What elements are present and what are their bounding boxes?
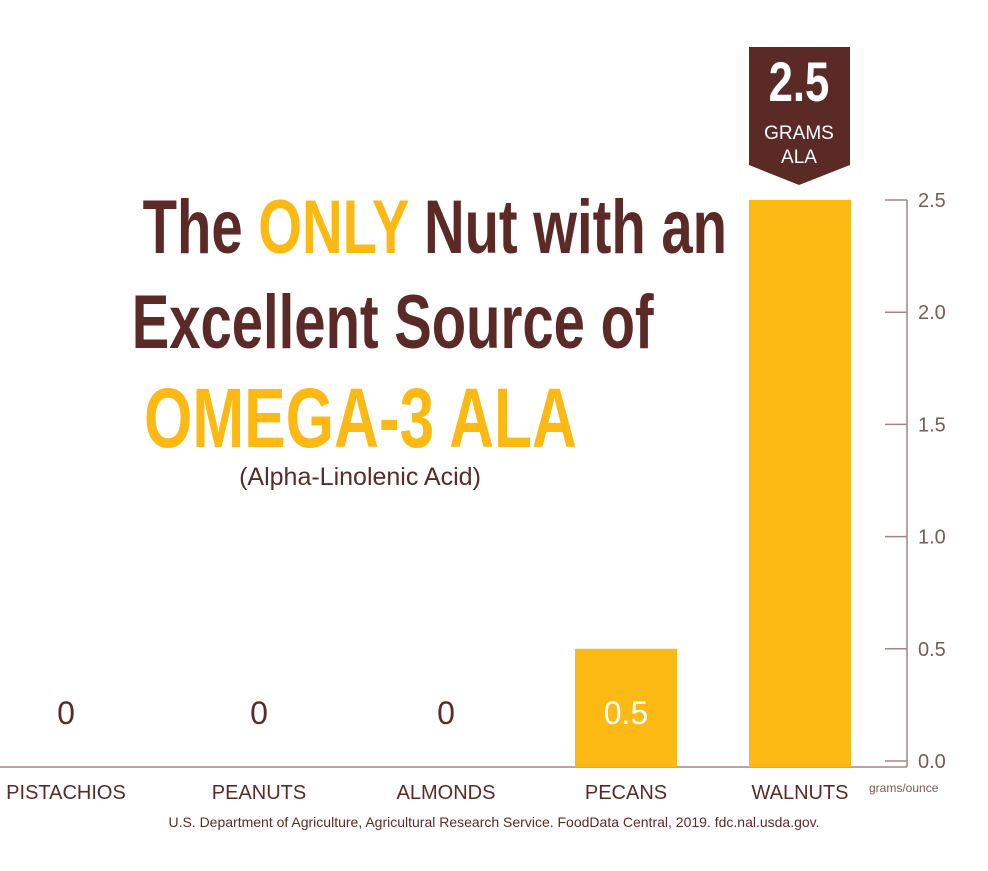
value-label: 0	[250, 695, 268, 731]
value-label: 0	[437, 695, 455, 731]
y-tick-label: 1.0	[918, 527, 946, 549]
callout-unit: GRAMS	[764, 123, 834, 144]
callout-shape	[749, 47, 850, 185]
title-text: OMEGA-3 ALA	[143, 371, 577, 465]
source-citation: U.S. Department of Agriculture, Agricult…	[168, 814, 820, 830]
title-line-2: Excellent Source of	[40, 285, 680, 361]
bar-walnuts	[749, 200, 851, 767]
value-label: 0	[57, 695, 75, 731]
subtitle: (Alpha-Linolenic Acid)	[40, 465, 680, 490]
y-tick-label: 0.5	[918, 639, 946, 661]
title-line-1: The ONLY Nut with an	[40, 190, 727, 266]
category-label: ALMONDS	[397, 782, 496, 804]
title-text: Excellent Source of	[131, 280, 654, 365]
subtitle-text: (Alpha-Linolenic Acid)	[239, 463, 481, 491]
category-label: PECANS	[585, 782, 667, 804]
y-tick-label: 2.0	[918, 302, 946, 324]
callout-badge: 2.5 GRAMS ALA	[749, 47, 850, 185]
callout-value: 2.5	[769, 51, 830, 113]
y-axis-unit-label: grams/ounce	[869, 781, 939, 795]
y-tick-label: 0.0	[918, 751, 946, 773]
title-highlight: ONLY	[258, 185, 409, 270]
title-text: Nut with an	[423, 185, 728, 270]
y-tick-label: 2.5	[918, 190, 946, 212]
title-text: The	[142, 185, 243, 270]
callout-unit: ALA	[781, 147, 817, 168]
y-tick-label: 1.5	[918, 414, 946, 436]
value-label: 0.5	[604, 695, 648, 731]
category-label: PISTACHIOS	[6, 782, 126, 804]
category-label: PEANUTS	[212, 782, 306, 804]
title-line-3: OMEGA-3 ALA	[40, 376, 680, 460]
bar-pecans	[575, 648, 677, 767]
category-label: WALNUTS	[751, 782, 848, 804]
